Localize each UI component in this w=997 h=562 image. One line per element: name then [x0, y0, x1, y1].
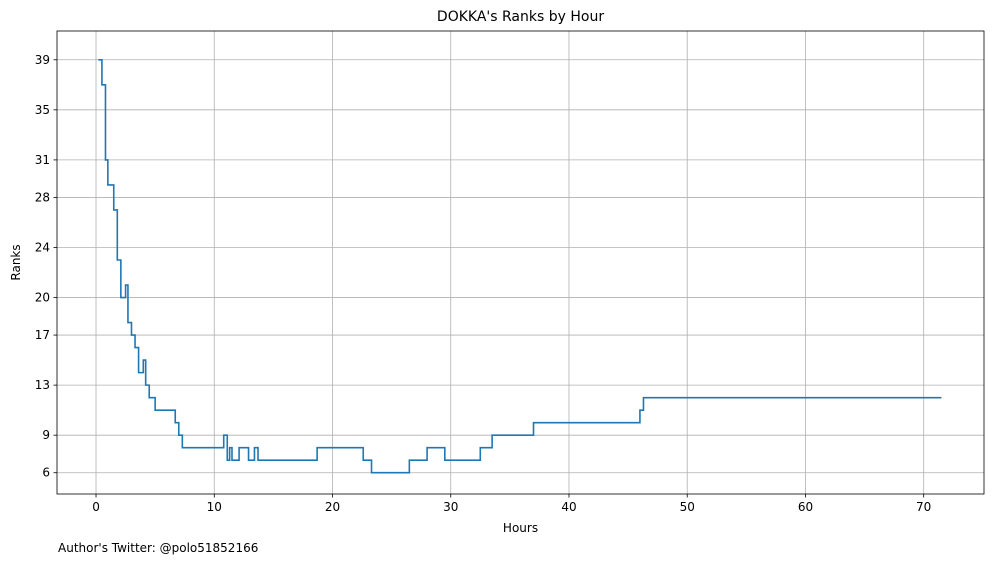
y-tick-label: 17: [35, 328, 50, 342]
y-tick-label: 24: [35, 240, 50, 254]
plot-background: [57, 31, 984, 494]
y-tick-label: 9: [42, 428, 50, 442]
chart-title: DOKKA's Ranks by Hour: [437, 9, 604, 25]
x-tick-label: 60: [798, 500, 813, 514]
author-credit: Author's Twitter: @polo51852166: [58, 541, 258, 555]
y-tick-label: 20: [35, 291, 50, 305]
x-tick-label: 10: [207, 500, 222, 514]
y-tick-label: 35: [35, 103, 50, 117]
y-axis-label: Ranks: [9, 244, 23, 280]
y-tick-label: 28: [35, 190, 50, 204]
y-tick-label: 31: [35, 153, 50, 167]
x-tick-label: 20: [325, 500, 340, 514]
y-tick-label: 39: [35, 53, 50, 67]
rank-series-line: [98, 58, 942, 474]
grid: [57, 31, 984, 494]
x-tick-label: 30: [443, 500, 458, 514]
x-tick-label: 0: [92, 500, 100, 514]
x-tick-label: 40: [561, 500, 576, 514]
y-ticks: 6 9 13 17 20 24 28 31 35 39: [35, 53, 57, 480]
x-tick-label: 70: [916, 500, 931, 514]
y-tick-label: 13: [35, 378, 50, 392]
x-axis-label: Hours: [503, 521, 538, 535]
plot-frame: [56, 30, 985, 495]
y-tick-label: 6: [42, 466, 50, 480]
x-ticks: 0 10 20 30 40 50 60 70: [92, 494, 931, 514]
x-tick-label: 50: [680, 500, 695, 514]
